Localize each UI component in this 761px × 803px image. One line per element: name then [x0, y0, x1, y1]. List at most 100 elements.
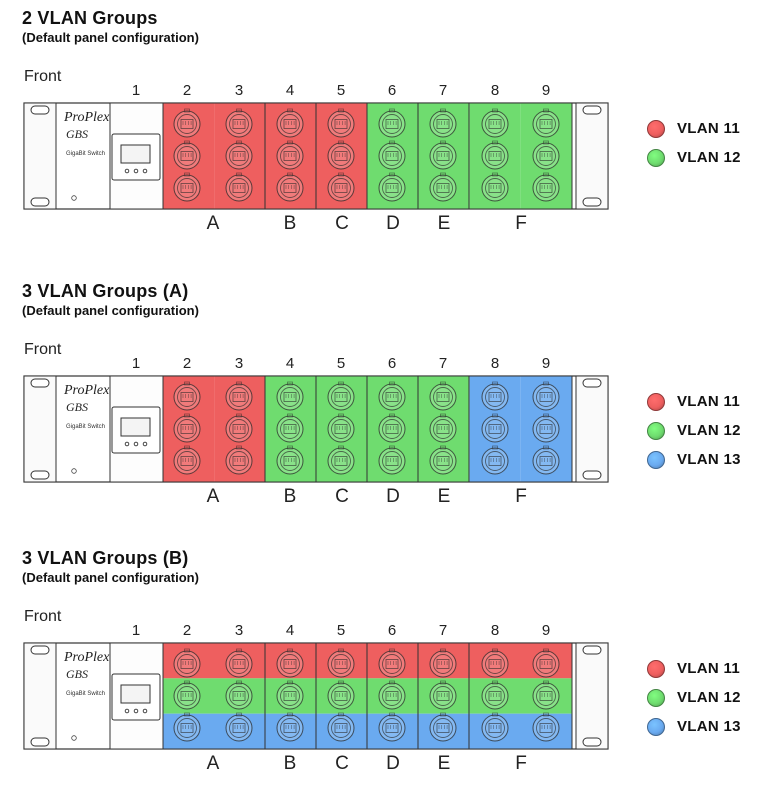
section-subtitle: (Default panel configuration) [22, 30, 199, 45]
ethercon-connector-icon [532, 413, 560, 443]
vlan-column-fill [367, 376, 419, 482]
ethercon-connector-icon [481, 413, 509, 443]
legend-label: VLAN 12 [677, 689, 741, 706]
column-number: 7 [439, 622, 447, 639]
legend-dot-blue-icon [647, 450, 665, 469]
mounting-slot-icon [30, 197, 50, 207]
right-rack-ear [575, 375, 609, 483]
ethercon-connector-icon [225, 648, 253, 678]
legend-item-vlan12: VLAN 12 [647, 416, 741, 445]
group-letter: C [335, 486, 349, 507]
vlan-column-fill [367, 103, 419, 209]
control-button-icon [142, 441, 148, 447]
control-button-icon [124, 441, 130, 447]
vlan-column-fill [316, 376, 368, 482]
ethercon-connector-icon [429, 712, 457, 742]
legend-item-vlan11: VLAN 11 [647, 387, 741, 416]
ethercon-connector-icon [225, 108, 253, 138]
ethercon-connector-icon [225, 445, 253, 475]
mounting-slot-icon [582, 737, 602, 747]
control-button-icon [142, 168, 148, 174]
ethercon-connector-icon [276, 680, 304, 710]
column-number: 9 [542, 355, 550, 372]
rack-diagram: 1 2 3 4 5 6 7 8 9 ProPlex GBS GigaBit Switch A B C D E F [23, 622, 609, 774]
right-rack-ear [575, 642, 609, 750]
legend-dot-red-icon [647, 392, 665, 411]
ethercon-connector-icon [429, 140, 457, 170]
ethercon-connector-icon [429, 680, 457, 710]
column-number: 3 [235, 82, 243, 99]
ethercon-connector-icon [276, 108, 304, 138]
legend-dot-green-icon [647, 148, 665, 167]
mounting-slot-icon [30, 378, 50, 388]
vlan-legend: VLAN 11 VLAN 12 VLAN 13 [647, 387, 741, 474]
column-number: 6 [388, 82, 396, 99]
ethercon-connector-icon [327, 680, 355, 710]
vlan-column-fill [316, 103, 368, 209]
vlan-column-fill [265, 376, 317, 482]
ethercon-connector-icon [429, 381, 457, 411]
column-number: 1 [132, 355, 140, 372]
legend-dot-blue-icon [647, 717, 665, 736]
ethercon-connector-icon [173, 413, 201, 443]
ethercon-connector-icon [481, 680, 509, 710]
control-button-icon [124, 168, 130, 174]
group-letter: C [335, 213, 349, 234]
mounting-slot-icon [30, 737, 50, 747]
led-icon [71, 735, 77, 741]
group-border [468, 102, 573, 210]
ethercon-connector-icon [429, 648, 457, 678]
mounting-slot-icon [30, 105, 50, 115]
mounting-slot-icon [582, 470, 602, 480]
legend-item-vlan12: VLAN 12 [647, 683, 741, 712]
ethercon-connector-icon [173, 381, 201, 411]
group-letter: A [207, 213, 220, 234]
front-label: Front [24, 68, 62, 85]
ethercon-connector-icon [532, 381, 560, 411]
legend-label: VLAN 11 [677, 393, 740, 410]
legend-label: VLAN 12 [677, 422, 741, 439]
ethercon-connector-icon [481, 381, 509, 411]
ethercon-connector-icon [532, 680, 560, 710]
control-button-icon [142, 708, 148, 714]
ethercon-connector-icon [481, 648, 509, 678]
ethercon-connector-icon [327, 108, 355, 138]
legend-item-vlan11: VLAN 11 [647, 114, 741, 143]
ethercon-connector-icon [173, 648, 201, 678]
vlan-column-fill [418, 376, 470, 482]
legend-label: VLAN 11 [677, 660, 740, 677]
ethercon-connector-icon [173, 712, 201, 742]
ethercon-connector-icon [378, 172, 406, 202]
lcd-screen [120, 144, 151, 164]
section-title: 2 VLAN Groups [22, 8, 158, 28]
ethercon-connector-icon [481, 445, 509, 475]
ethercon-connector-icon [276, 712, 304, 742]
legend-dot-green-icon [647, 688, 665, 707]
vlan-column-fill [520, 103, 572, 209]
brand-name: ProPlex [63, 650, 110, 665]
column-number: 9 [542, 82, 550, 99]
ethercon-connector-icon [225, 381, 253, 411]
ethercon-connector-icon [481, 140, 509, 170]
ethercon-connector-icon [276, 413, 304, 443]
mounting-slot-icon [582, 105, 602, 115]
group-letter: B [284, 753, 297, 774]
ethercon-connector-icon [532, 712, 560, 742]
column-number: 1 [132, 82, 140, 99]
section-subtitle: (Default panel configuration) [22, 570, 199, 585]
column-number: 5 [337, 355, 345, 372]
legend-dot-red-icon [647, 659, 665, 678]
control-button-icon [133, 168, 139, 174]
column-number: 8 [491, 355, 499, 372]
led-icon [71, 468, 77, 474]
ethercon-connector-icon [327, 445, 355, 475]
group-letter: A [207, 753, 220, 774]
vlan-column-fill [214, 103, 266, 209]
brand-subtitle: GigaBit Switch [66, 424, 105, 430]
ethercon-connector-icon [378, 445, 406, 475]
ethercon-connector-icon [481, 108, 509, 138]
legend-label: VLAN 12 [677, 149, 741, 166]
group-letter: D [386, 486, 400, 507]
ethercon-connector-icon [481, 712, 509, 742]
legend-item-vlan13: VLAN 13 [647, 445, 741, 474]
